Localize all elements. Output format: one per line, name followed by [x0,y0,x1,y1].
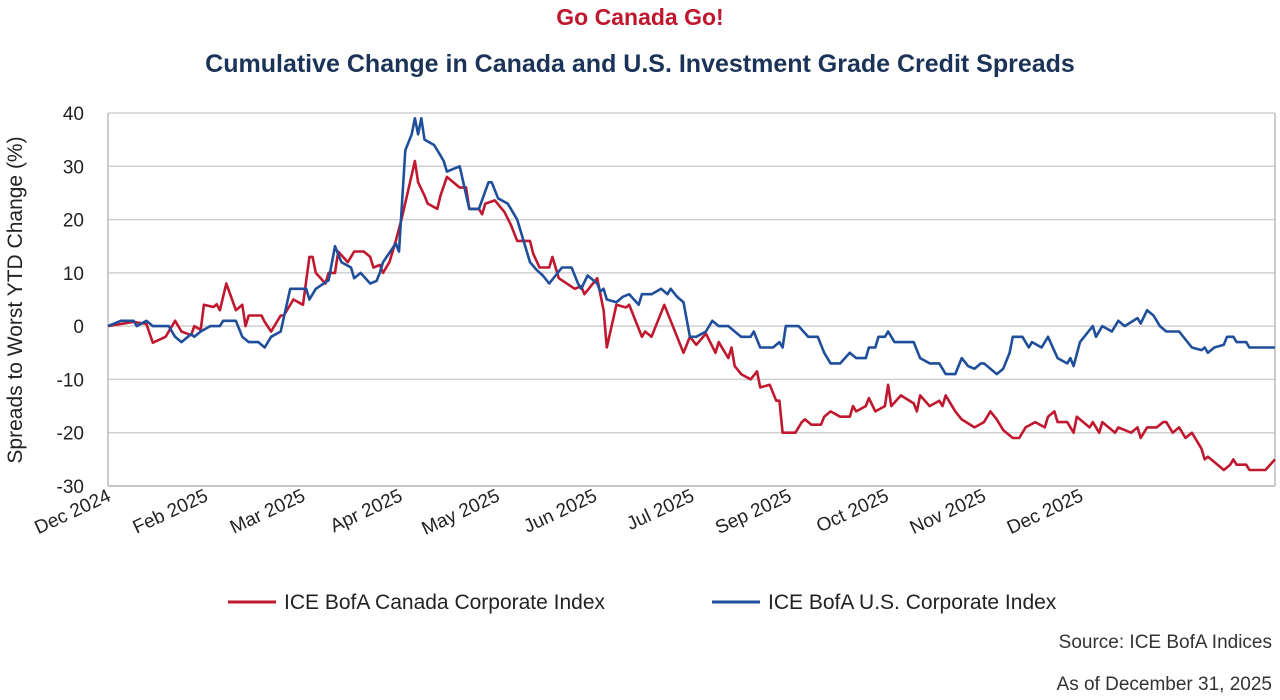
x-tick-labels: Dec 2024 Feb 2025 Mar 2025 Apr 2025 May 2025… [32,485,1087,539]
x-tick-label: Jul 2025 [624,485,698,534]
y-tick-label: -30 [57,477,84,498]
x-tick-label: May 2025 [419,485,504,539]
source-note: Source: ICE BofA Indices [1058,632,1272,653]
series-lines [107,117,1276,472]
chart-subtitle: Cumulative Change in Canada and U.S. Inv… [205,50,1075,78]
x-tick-label: Jun 2025 [521,485,601,537]
as-of-date: As of December 31, 2025 [1056,674,1272,695]
chart-title: Go Canada Go! [556,4,724,30]
x-tick-label: Mar 2025 [227,485,309,538]
x-tick-label: Dec 2025 [1004,485,1087,538]
y-tick-label: 0 [73,317,84,338]
y-tick-label: -20 [57,424,84,445]
y-tick-label: -10 [57,370,84,391]
y-tick-labels: 40 30 20 10 0 -10 -20 -30 [57,104,84,498]
x-tick-label: Nov 2025 [907,485,990,538]
legend-label-us: ICE BofA U.S. Corporate Index [768,591,1057,614]
x-tick-label: Feb 2025 [130,485,212,538]
series-line-canada [107,159,1276,472]
y-axis-label: Spreads to Worst YTD Change (%) [4,136,27,463]
x-tick-label: Sep 2025 [712,485,795,538]
y-tick-label: 40 [63,104,84,125]
legend: ICE BofA Canada Corporate Index ICE BofA… [228,591,1057,614]
y-tick-label: 10 [63,264,84,285]
series-line-us [107,117,1275,376]
y-tick-label: 30 [63,157,84,178]
gridlines [107,112,1276,487]
x-tick-label: Apr 2025 [327,485,406,537]
y-tick-label: 20 [63,211,84,232]
legend-label-canada: ICE BofA Canada Corporate Index [284,591,606,614]
x-tick-label: Oct 2025 [813,485,892,537]
